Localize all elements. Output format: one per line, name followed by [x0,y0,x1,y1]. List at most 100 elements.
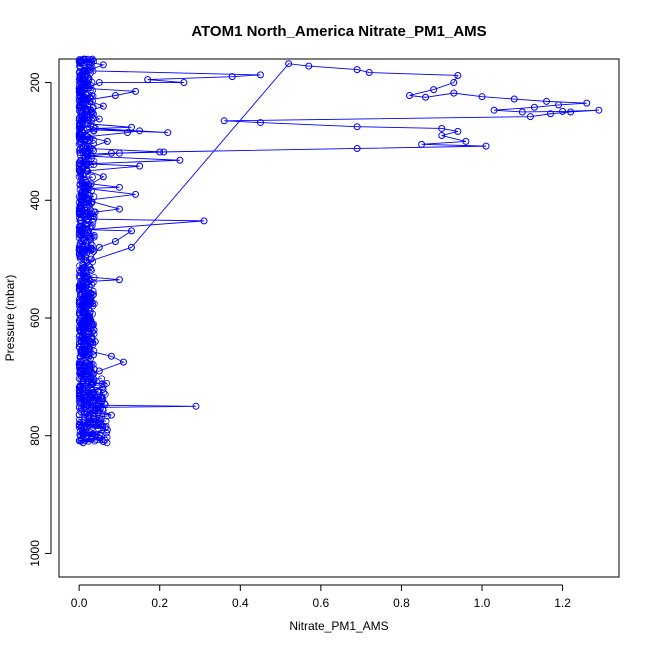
dense-cluster-point [97,416,105,424]
dense-cluster-point [76,303,83,311]
dense-cluster-point [95,419,103,426]
data-point [107,352,115,360]
data-point [83,226,91,234]
data-point [79,302,87,310]
data-point [136,127,144,135]
data-point [99,438,107,446]
data-point [510,95,518,103]
data-point [482,142,490,150]
data-point [490,106,498,114]
data-point [220,117,228,125]
dense-cluster-point [98,380,106,388]
x-tick-label: 0.0 [71,596,88,610]
x-tick-label: 0.8 [393,596,410,610]
data-point [83,108,91,116]
data-point [111,91,119,99]
data-point [256,119,264,127]
dense-cluster-point [77,156,85,164]
data-point [83,120,91,128]
data-point [79,285,87,293]
data-point [83,96,91,104]
data-point [353,66,361,74]
dense-cluster-point [75,411,83,418]
data-point [192,402,200,410]
data-point [530,103,538,111]
dense-cluster-point [95,387,102,395]
data-point [559,107,567,115]
data-point [454,127,462,135]
dense-cluster-point [75,403,83,410]
dense-cluster-point [103,379,111,387]
data-point [305,62,313,70]
data-point [91,338,99,346]
data-point [115,183,123,191]
data-point [115,276,123,284]
y-tick-label: 600 [28,308,42,328]
data-point [83,167,91,175]
data-point [79,264,87,272]
data-point [111,237,119,245]
data-point [83,133,91,141]
data-point [99,61,107,69]
x-tick-label: 0.4 [232,596,249,610]
dense-cluster-point [77,394,85,401]
data-point [128,243,136,251]
data-point [95,414,103,422]
data-point [418,140,426,148]
data-point [103,137,111,145]
x-tick-label: 1.2 [554,596,571,610]
dense-cluster-point [88,360,95,368]
data-point [547,110,555,118]
dense-cluster-point [82,428,89,435]
data-point [156,148,164,156]
data-point [200,217,208,225]
x-axis: 0.0 0.2 0.4 0.6 0.8 1.0 1.2 [71,584,571,610]
data-point [144,76,152,84]
data-point [91,208,99,216]
data-point [123,129,131,137]
data-point [83,401,91,409]
dense-cluster-point [89,424,97,431]
data-point [83,278,91,286]
data-point [83,429,91,437]
data-point [83,346,91,354]
data-point [95,367,103,375]
data-point [87,180,95,188]
data-point [365,69,373,77]
data-point [83,185,91,192]
data-point [285,60,293,68]
dense-cluster-point [89,173,96,181]
data-point [438,132,446,140]
data-point [79,439,87,447]
data-point [478,93,486,101]
series-line-1 [87,63,599,263]
dense-cluster-point [75,416,83,424]
data-point [430,86,438,94]
y-tick-label: 200 [28,72,42,92]
data-point [83,373,91,381]
data-point [115,205,123,213]
dense-cluster-point [84,116,92,123]
data-point [83,196,91,204]
dense-cluster-point [87,239,95,247]
dense-cluster-point [88,187,95,194]
data-point [353,123,361,131]
data-point [518,108,526,116]
data-point [136,162,144,170]
dense-cluster-point [75,361,83,369]
data-point [83,150,91,158]
data-point [567,108,575,116]
data-layer [75,55,603,447]
data-point [595,106,603,114]
data-point [406,91,414,99]
data-point [176,156,184,164]
data-point [128,227,136,235]
y-tick-label: 800 [28,425,42,445]
data-point [180,79,188,87]
data-point [83,408,91,416]
data-point [353,144,361,152]
y-tick-label: 400 [28,190,42,210]
data-point [99,102,107,110]
